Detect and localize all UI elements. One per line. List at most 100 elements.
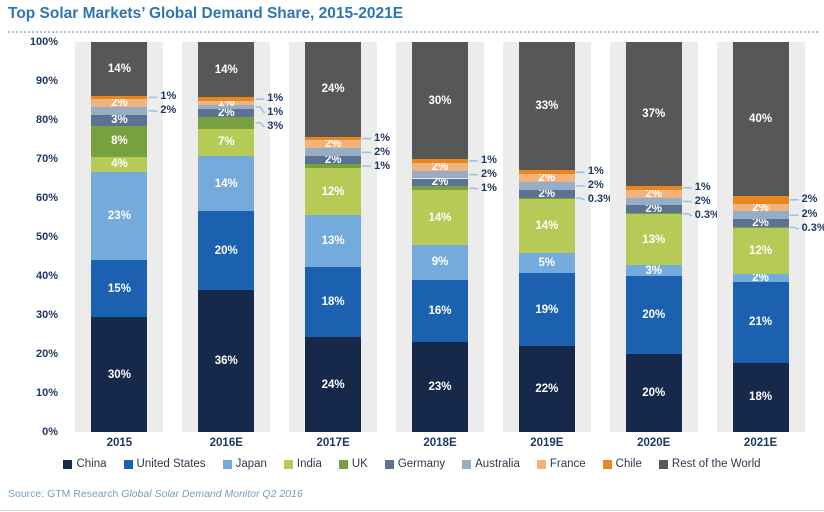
callout-label: 1% <box>481 181 497 194</box>
callout-label: 2% <box>801 192 818 205</box>
x-axis-label: 2018E <box>423 437 457 449</box>
bar-segment-australia <box>305 148 362 157</box>
bar-segment-china <box>412 342 468 432</box>
bar-segment-chile <box>305 136 362 141</box>
bar-segment-china <box>305 337 362 432</box>
bottom-rule <box>0 510 824 511</box>
callout-label: 0.3% <box>694 208 720 221</box>
legend-swatch <box>384 459 394 469</box>
bar-segment-rest-of-the-world <box>625 42 682 186</box>
bar-segment-china <box>91 317 148 432</box>
legend-swatch <box>462 459 472 469</box>
legend-item-france: France <box>536 458 586 470</box>
bar-segment-india <box>732 227 789 275</box>
x-axis-label: 2020E <box>637 437 671 449</box>
legend-label: UK <box>351 458 368 470</box>
callout-label: 1% <box>160 90 177 103</box>
callout-label: 0.3% <box>587 193 613 206</box>
bar-segment-chile <box>412 159 468 163</box>
bar-segment-chile <box>732 195 789 204</box>
bar-segment-india <box>518 198 575 254</box>
bar-segment-uk <box>732 226 789 228</box>
bar-segment-australia <box>518 181 575 190</box>
bar-segment-united-states <box>625 276 682 355</box>
bar-segment-united-states <box>518 272 575 347</box>
callout-label: 1% <box>694 180 711 193</box>
bar-segment-chile <box>518 170 575 175</box>
bar-segment-rest-of-the-world <box>518 42 575 171</box>
legend-item-uk: UK <box>338 458 368 470</box>
bar-segment-uk <box>625 213 682 215</box>
legend-swatch <box>658 459 668 469</box>
legend-item-united-states: United States <box>123 458 206 470</box>
bar-segment-india <box>625 214 682 265</box>
y-axis-tick-label: 50% <box>35 231 58 243</box>
legend-item-india: India <box>283 458 322 470</box>
legend-item-australia: Australia <box>462 458 520 470</box>
bar-segment-uk <box>412 186 468 191</box>
callout-label: 3% <box>267 120 284 133</box>
callout-label: 1% <box>374 131 391 144</box>
bar-segment-australia <box>91 107 148 115</box>
bar-segment-uk <box>198 116 255 129</box>
bar-segment-germany <box>732 219 789 227</box>
source-publication: Global Solar Demand Monitor Q2 2016 <box>121 488 303 500</box>
callout-label: 1% <box>481 153 497 166</box>
y-axis-tick-label: 30% <box>35 309 58 321</box>
x-axis-label: 2021E <box>743 437 778 449</box>
legend-swatch <box>536 459 546 469</box>
bar-segment-uk <box>518 197 575 199</box>
bar-segment-chile <box>91 95 148 100</box>
y-axis-tick-label: 80% <box>35 114 58 126</box>
y-axis-tick-label: 40% <box>35 270 58 282</box>
bar-segment-uk <box>305 164 362 169</box>
bar-segment-rest-of-the-world <box>198 42 255 98</box>
callout-label: 2% <box>160 104 177 117</box>
bar-segment-india <box>198 128 255 157</box>
bar-segment-france <box>91 99 148 107</box>
bar-segment-france <box>198 101 255 106</box>
bar-segment-japan <box>412 244 468 280</box>
bar-segment-japan <box>518 253 575 273</box>
y-axis-tick-label: 20% <box>35 348 58 360</box>
legend-swatch <box>602 459 612 469</box>
y-axis-tick-label: 60% <box>35 192 58 204</box>
bar-segment-chile <box>198 97 255 102</box>
bar-segment-japan <box>732 274 789 282</box>
y-axis-tick-label: 0% <box>42 426 58 438</box>
bar-segment-india <box>91 156 148 172</box>
bar-segment-germany <box>198 108 255 117</box>
legend-item-rest-of-the-world: Rest of the World <box>658 458 761 470</box>
callout-label: 2% <box>801 208 818 221</box>
bar-segment-rest-of-the-world <box>91 42 148 96</box>
callout-label: 1% <box>267 106 284 119</box>
source-prefix: Source: GTM Research <box>8 488 122 500</box>
bar-segment-uk <box>91 126 148 157</box>
legend-label: Australia <box>475 458 520 470</box>
bar-segment-japan <box>305 215 362 267</box>
callout-label: 0.3% <box>801 222 824 235</box>
bar-segment-rest-of-the-world <box>412 42 468 159</box>
bar-segment-france <box>412 162 468 171</box>
bar-segment-united-states <box>198 211 255 291</box>
bar-segment-china <box>518 346 575 432</box>
bar-segment-japan <box>198 156 255 212</box>
bar-segment-germany <box>625 205 682 214</box>
bar-segment-germany <box>412 178 468 187</box>
legend-swatch <box>222 459 232 469</box>
bar-segment-france <box>518 174 575 182</box>
legend-swatch <box>63 459 73 469</box>
bar-segment-china <box>625 354 682 432</box>
bar-segment-australia <box>625 197 682 206</box>
bar-segment-france <box>625 189 682 198</box>
legend-item-germany: Germany <box>384 458 445 470</box>
legend-label: Rest of the World <box>671 458 761 470</box>
legend-label: United States <box>136 458 206 470</box>
bar-segment-rest-of-the-world <box>305 42 362 137</box>
x-axis-label: 2015 <box>106 437 133 449</box>
legend-label: India <box>296 458 322 470</box>
y-axis-tick-label: 90% <box>35 75 58 87</box>
bar-segment-united-states <box>305 266 362 338</box>
bar-segment-australia <box>412 170 468 179</box>
